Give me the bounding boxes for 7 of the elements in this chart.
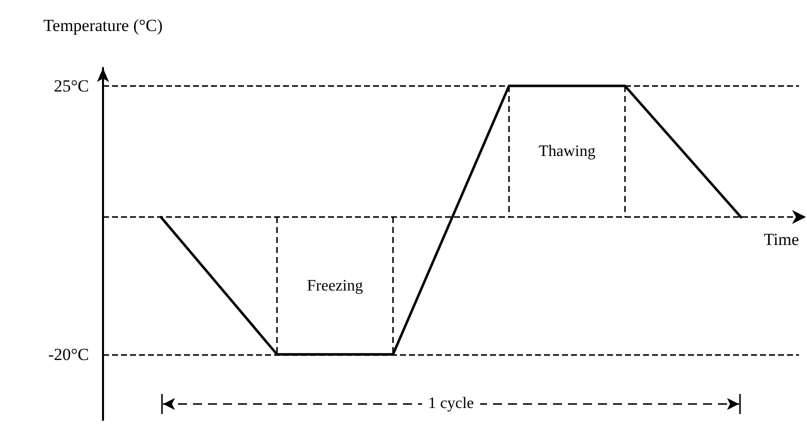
annotation: Thawing	[538, 143, 596, 160]
y-tick-label: 25°C	[54, 76, 89, 96]
x-axis-title: Time	[764, 230, 799, 250]
y-tick-label: -20°C	[48, 344, 89, 364]
annotation: Freezing	[307, 277, 363, 294]
y-axis-title: Temperature (°C)	[43, 16, 163, 35]
annotation: 1 cycle	[422, 394, 480, 414]
